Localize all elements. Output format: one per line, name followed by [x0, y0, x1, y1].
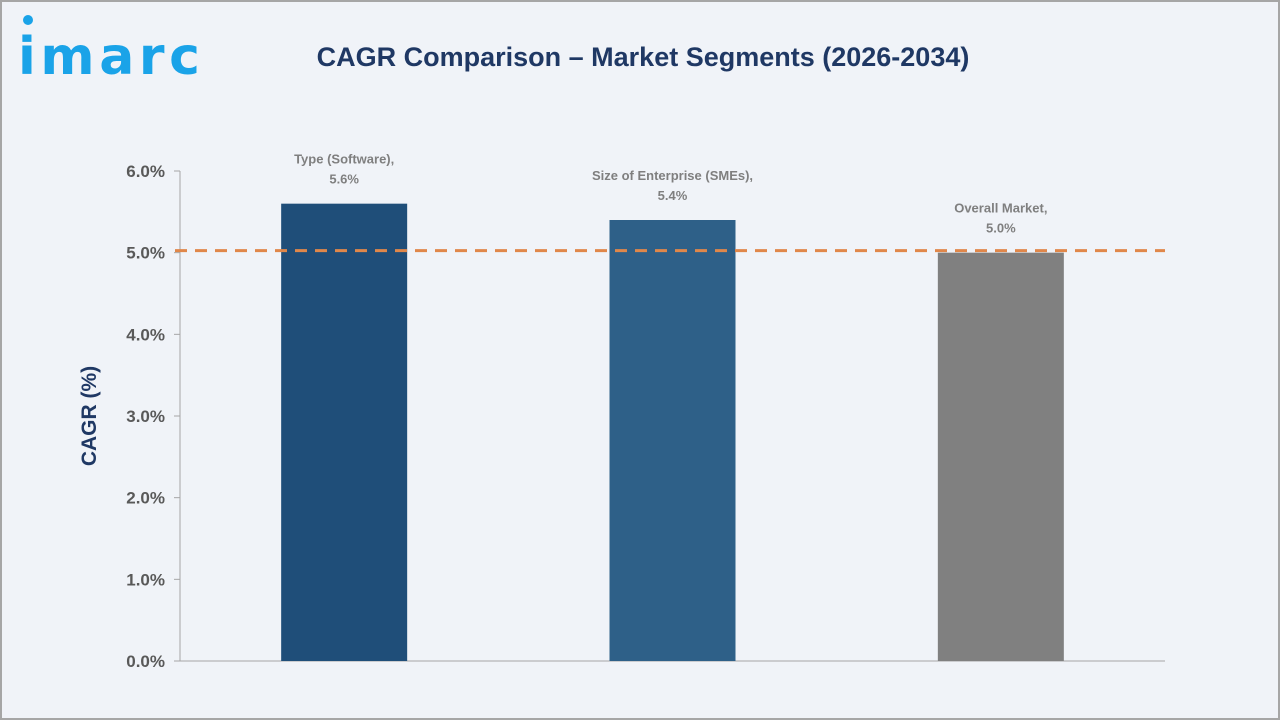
y-tick-label: 1.0% [126, 570, 165, 589]
data-label-category: Type (Software), [294, 152, 394, 167]
bar-type-software- [281, 203, 408, 661]
data-label-value: 5.6% [329, 172, 359, 187]
y-tick-label: 2.0% [126, 489, 165, 508]
bar-size-of-enterprise-smes- [609, 220, 736, 661]
y-tick-label: 6.0% [126, 162, 165, 181]
data-label-value: 5.0% [986, 221, 1016, 236]
y-axis-label: CAGR (%) [78, 366, 101, 466]
data-label-category: Size of Enterprise (SMEs), [592, 168, 753, 183]
svg-text:imarc: imarc [18, 27, 200, 82]
y-tick-label: 5.0% [126, 244, 165, 263]
y-tick-label: 4.0% [126, 325, 165, 344]
data-label-value: 5.4% [658, 188, 688, 203]
bar-overall-market [937, 252, 1064, 661]
data-label-category: Overall Market, [954, 201, 1047, 216]
y-tick-label: 0.0% [126, 652, 165, 671]
chart-title: CAGR Comparison – Market Segments (2026-… [316, 42, 970, 72]
y-tick-label: 3.0% [126, 407, 165, 426]
imarc-logo: imarc [18, 15, 200, 82]
